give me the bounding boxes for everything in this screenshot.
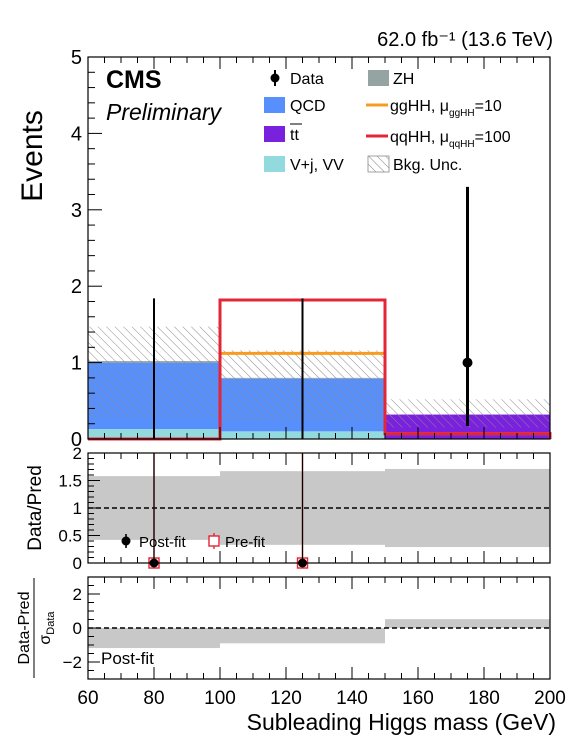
legend-qqhh-text: qqHH, μ [390,129,449,146]
ratio-ytick-label-0: 0 [73,554,82,573]
legend-entry-gghh: ggHH, μggHH=10 [366,98,502,119]
ratio-legend-prefit-label: Pre-fit [225,534,266,551]
pull-y-label-denominator: σData [37,611,57,645]
pull-bar-bin-0 [88,628,220,649]
main-bkg-uncertainty [88,326,550,428]
pull-bar-bin-1 [220,628,385,644]
ratio-ytick-label-0.5: 0.5 [58,527,82,546]
pull-ytick-label--2: −2 [63,653,82,672]
cms-label: CMS [106,66,162,94]
main-ytick-label-5: 5 [71,47,82,69]
legend-entry-qqhh: qqHH, μqqHH=100 [366,129,511,150]
ratio-ytick-label-1: 1 [73,499,82,518]
legend-unc-swatch [367,155,390,173]
legend-qqhh-label: qqHH, μqqHH=100 [390,129,511,150]
legend-entry-data: Data [270,70,324,88]
legend-entry-qcd: QCD [264,97,326,115]
main-ytick-label-2: 2 [71,276,82,298]
x-tick-label-120: 120 [270,688,302,709]
main-ytick-label-3: 3 [71,200,82,222]
pull-y-axis: −2 0 2 [63,576,100,680]
lumi-energy-label: 62.0 fb⁻¹ (13.6 TeV) [377,29,553,51]
legend-zh-swatch [368,70,389,86]
legend-gghh-text: ggHH, μ [390,98,449,115]
pull-ytick-label-2: 2 [73,585,82,604]
x-tick-label-160: 160 [402,688,434,709]
main-y-axis: 0 1 2 3 4 5 [71,47,102,451]
main-data-points [153,186,473,439]
legend-entry-tt: tt [264,123,302,144]
legend-vj-label: V+j, VV [290,157,344,174]
x-axis-label: Subleading Higgs mass (GeV) [247,709,556,735]
legend-qcd-swatch [264,97,285,113]
legend-data-marker [270,73,280,83]
legend-entry-unc: Bkg. Unc. [367,155,462,174]
ratio-ytick-label-1.5: 1.5 [58,472,82,491]
legend-tt-label: tt [290,127,299,144]
legend-unc-label: Bkg. Unc. [393,157,462,174]
main-ytick-label-4: 4 [71,123,82,145]
ratio-legend-postfit-marker [121,536,131,546]
ratio-x-ticks [87,453,551,563]
legend-data-label: Data [290,71,324,88]
legend-entry-zh: ZH [368,70,414,88]
main-y-label: Events [16,110,49,202]
pull-bar-bin-2 [385,619,550,628]
x-tick-label-100: 100 [204,688,236,709]
legend-qqhh-subscript: qqHH [449,139,475,150]
legend-gghh-label: ggHH, μggHH=10 [390,98,502,119]
main-ytick-label-0: 0 [71,429,82,451]
pull-panel: −2 0 2 60 80 100 120 140 160 180 200 Data-Pred σD… [16,576,566,735]
legend: Data QCD tt V+j, VV ZH ggHH, μggHH=1 [264,70,511,174]
ratio-y-label: Data/Pred [25,465,46,551]
data-point-2 [462,357,473,368]
ratio-y-axis: 0 0.5 1 1.5 2 [58,444,100,573]
main-x-ticks [87,57,551,439]
legend-vj-swatch [264,156,285,172]
pull-x-axis: 60 80 100 120 140 160 180 200 [77,577,566,709]
legend-gghh-subscript: ggHH [449,108,475,119]
pull-ytick-label-0: 0 [73,619,82,638]
x-tick-label-140: 140 [336,688,368,709]
x-tick-label-80: 80 [143,688,164,709]
ratio-legend: Post-fit Pre-fit [121,533,266,551]
legend-gghh-value: =10 [475,98,502,115]
legend-tt-swatch [264,126,285,142]
pull-postfit-label: Post-fit [101,649,154,668]
ratio-legend-postfit-label: Post-fit [139,534,187,551]
legend-qcd-label: QCD [290,98,326,115]
x-tick-label-200: 200 [534,688,566,709]
preliminary-label: Preliminary [106,99,223,125]
legend-zh-label: ZH [393,71,414,88]
ratio-legend-prefit-marker [208,535,220,547]
pull-y-label-numerator: Data-Pred [16,592,33,665]
legend-qqhh-value: =100 [475,129,511,146]
x-tick-label-180: 180 [468,688,500,709]
pull-bars [88,619,550,649]
legend-entry-vj: V+j, VV [264,156,344,174]
pull-y-label-subscript: Data [45,611,57,635]
pull-y-label: Data-Pred σData [16,578,57,678]
ratio-panel: 0 0.5 1 1.5 2 Data/Pred Post-fit Pre-fit [25,444,551,573]
main-panel: 0 1 2 3 4 5 Events CMS Preliminary Data QCD t… [16,47,552,451]
ratio-ytick-label-2: 2 [73,444,82,463]
main-ytick-label-1: 1 [71,353,82,375]
x-tick-label-60: 60 [77,688,98,709]
